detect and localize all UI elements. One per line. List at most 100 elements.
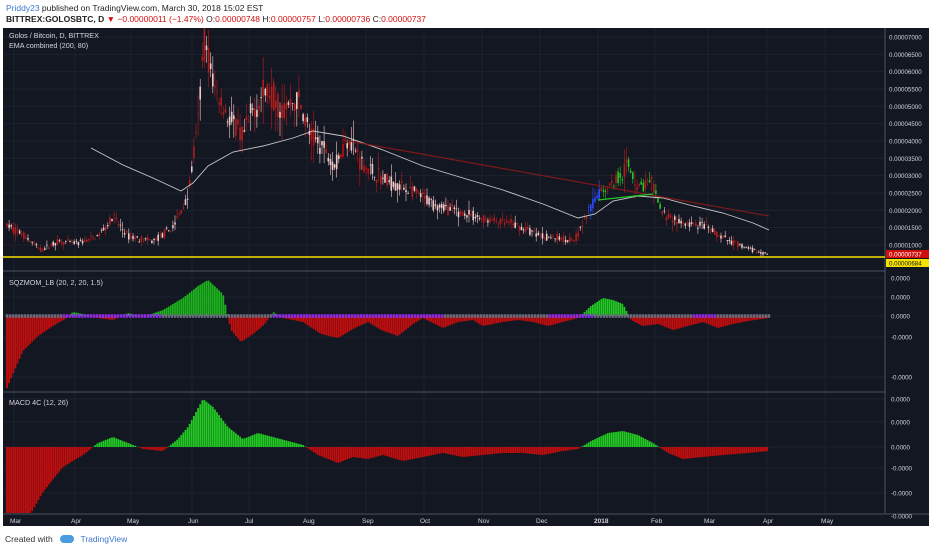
candle-body <box>264 88 267 96</box>
sqz-bar <box>165 307 168 316</box>
candle-body <box>415 188 418 193</box>
macd-bar <box>642 437 645 447</box>
macd-bar <box>16 447 19 513</box>
macd-bar <box>709 447 712 457</box>
macd-bar <box>623 431 626 447</box>
sqz-bar <box>205 280 208 316</box>
macd-bar <box>165 447 168 449</box>
squeeze-dot <box>359 314 363 318</box>
macd-bar <box>579 447 582 448</box>
candle-body <box>745 246 747 248</box>
candle-body <box>587 207 590 208</box>
macd-pane[interactable] <box>6 400 769 526</box>
sqz-bar <box>568 316 571 321</box>
candle-body <box>655 190 657 194</box>
candle-body <box>514 222 516 228</box>
macd-bar <box>669 447 672 455</box>
sqz-bar <box>673 316 676 330</box>
macd-bar <box>547 447 550 454</box>
squeeze-dot <box>590 314 594 318</box>
squeeze-dot <box>713 314 717 318</box>
open-label: O: <box>206 14 216 24</box>
sqz-bar <box>253 316 256 333</box>
squeeze-dot <box>32 314 36 318</box>
macd-bar <box>85 447 88 452</box>
pane-separators[interactable] <box>3 270 885 393</box>
candle-body <box>254 108 256 118</box>
candle-body <box>33 242 36 244</box>
sqz-bar <box>497 316 500 323</box>
candle-body <box>39 247 42 252</box>
sqz-bar <box>199 284 202 316</box>
macd-bar <box>694 447 697 458</box>
candle-body <box>506 221 508 223</box>
sqz-bar <box>547 316 550 326</box>
squeeze-dot <box>632 314 636 318</box>
macd-bar <box>220 417 223 447</box>
time-tick-label: Jun <box>188 518 199 525</box>
candle-body <box>579 226 582 228</box>
squeeze-dot <box>107 314 111 318</box>
candle-body <box>642 182 645 192</box>
sqz-bar <box>20 316 23 354</box>
candle-body <box>384 174 386 183</box>
sqz-bar <box>468 316 470 321</box>
squeeze-dot <box>488 314 492 318</box>
macd-bar <box>566 447 569 451</box>
chart-area[interactable]: 0.00007000 0.00006500 0.00006000 0.00005500… <box>3 28 929 526</box>
candle-body <box>266 84 269 96</box>
squeeze-dot <box>467 314 471 318</box>
macd-bar <box>760 447 762 452</box>
squeeze-dot <box>764 314 768 318</box>
time-axis[interactable]: Mar Apr May Jun Jul Aug Sep Oct Nov Dec 2018 Feb Mar… <box>3 513 929 526</box>
macd-bar <box>148 447 151 450</box>
sqz-bar <box>610 299 613 316</box>
macd-bar <box>503 447 506 453</box>
squeeze-dot <box>653 314 657 318</box>
candle-body <box>476 215 479 218</box>
squeeze-dot <box>323 314 327 318</box>
macd-bar <box>583 445 586 447</box>
squeeze-dot <box>626 314 630 318</box>
candle-body <box>44 248 46 250</box>
macd-bar <box>640 436 643 447</box>
candle-body <box>409 186 411 189</box>
author-link[interactable]: Priddy23 <box>6 3 40 13</box>
candle-body <box>594 197 596 202</box>
sqz-bar <box>638 316 640 325</box>
chart-canvas[interactable]: 0.00007000 0.00006500 0.00006000 0.00005500… <box>3 28 929 526</box>
candle-body <box>35 244 38 246</box>
macd-bar <box>715 447 718 456</box>
price-pane[interactable] <box>3 28 885 258</box>
squeeze-dot <box>98 314 102 318</box>
time-tick-label: Sep <box>362 518 374 525</box>
squeeze-dot <box>347 314 351 318</box>
price-tick-label: 0.00004000 <box>889 138 922 145</box>
squeeze-dot <box>311 314 315 318</box>
squeeze-dot <box>266 314 270 318</box>
macd-bar <box>96 443 99 447</box>
price-axis[interactable]: 0.00007000 0.00006500 0.00006000 0.00005500… <box>884 28 929 526</box>
macd-bar <box>556 447 559 453</box>
macd-bar <box>610 432 613 447</box>
candle-body <box>304 117 306 126</box>
candle-body <box>464 213 466 216</box>
sqz-bar <box>62 316 65 320</box>
sqz-bar <box>356 316 359 327</box>
macd-bar <box>560 447 563 452</box>
macd-bar <box>424 447 426 457</box>
squeeze-dot <box>665 314 669 318</box>
macd-bar <box>484 447 487 455</box>
macd-bar <box>617 431 619 447</box>
candle-body <box>573 240 575 242</box>
macd-bar <box>354 447 357 458</box>
macd-bar <box>478 447 481 456</box>
macd-bar <box>386 447 388 457</box>
footer: Created with TradingView <box>0 530 932 550</box>
candle-body <box>375 179 378 184</box>
sqzmom-pane[interactable] <box>5 280 771 388</box>
candle-body <box>132 235 134 240</box>
sqz-bar <box>211 284 214 316</box>
tradingview-brand-link[interactable]: TradingView <box>80 534 128 544</box>
time-tick-label: 2018 <box>594 518 609 525</box>
